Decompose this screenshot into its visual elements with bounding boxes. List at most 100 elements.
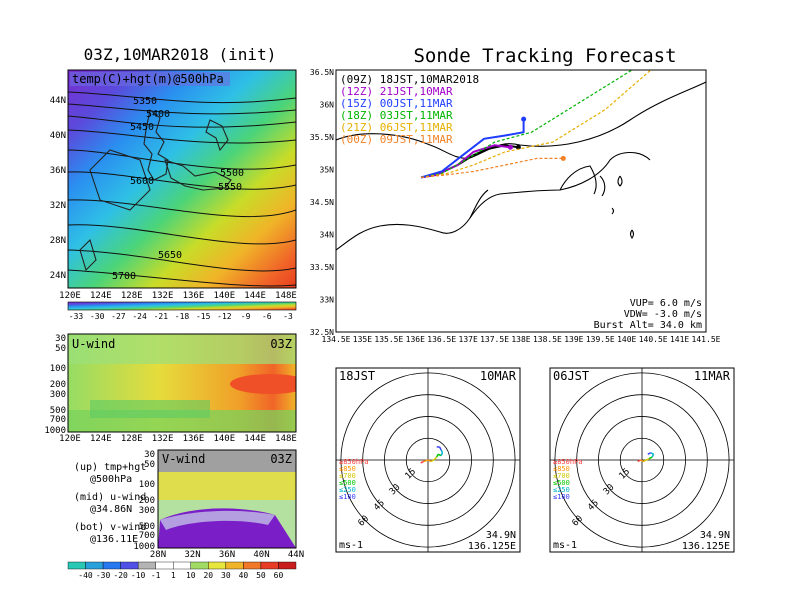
note-up-level: @500hPa <box>90 474 132 485</box>
v-wind-x-tick: 28N <box>150 550 166 560</box>
wind-colorbar-cell <box>85 561 104 570</box>
hodograph-lat: 34.9N <box>486 530 516 541</box>
map-x-tick: 140E <box>213 291 235 301</box>
v-wind-label: V-wind <box>162 452 205 466</box>
u-wind-y-tick: 500 <box>50 406 66 416</box>
launch-legend-entry: (21Z) 06JST,11MAR <box>340 121 453 134</box>
wind-colorbar-tick: 50 <box>256 571 266 580</box>
wind-colorbar-cell <box>190 561 209 570</box>
note-bot-level: @136.11E <box>90 534 138 545</box>
map-y-tick: 32N <box>50 201 66 211</box>
v-wind-overlays <box>158 450 296 548</box>
v-wind-y-tick: 100 <box>139 480 155 490</box>
hodograph-segment <box>437 453 442 457</box>
hodograph-segment <box>430 459 435 463</box>
wind-colorbar-tick: 40 <box>239 571 249 580</box>
contour-label: 5500 <box>220 168 244 179</box>
coastlines <box>79 109 232 272</box>
wind-colorbar-cell <box>260 561 279 570</box>
tracking-x-tick: 136.5E <box>427 335 456 344</box>
level-legend-entry: ≤100 <box>339 493 356 501</box>
temp-colorbar-tick: -30 <box>90 312 105 321</box>
map-y-tick: 36N <box>50 166 66 176</box>
launch-legend-entry: (15Z) 00JST,11MAR <box>340 97 453 110</box>
burst-point <box>521 116 527 122</box>
u-wind-x-tick: 120E <box>59 434 81 444</box>
tracking-x-tick: 134.5E <box>322 335 351 344</box>
tracking-x-tick: 140.5E <box>639 335 668 344</box>
wind-colorbar-tick: -10 <box>131 571 146 580</box>
hodograph-segment <box>643 459 647 463</box>
hodograph-segment <box>648 456 653 460</box>
u-wind-overlays <box>68 334 296 432</box>
note-mid-level: @34.86N <box>90 504 132 515</box>
temp-colorbar: -33 -30 -27 -24 -21 -18 -15 -12 -9 -6 -3 <box>67 301 297 321</box>
level-legend-entry: ≤700 <box>553 472 570 480</box>
temp-colorbar-ticks: -33 -30 -27 -24 -21 -18 -15 -12 -9 -6 -3 <box>69 312 293 321</box>
level-legend-entry: ≥850hPa <box>553 458 583 466</box>
u-wind-x-tick: 128E <box>121 434 143 444</box>
burst-point <box>507 144 513 150</box>
u-wind-y-tick: 50 <box>55 344 66 354</box>
hodograph-lon: 136.125E <box>468 541 516 552</box>
u-wind-x-tick: 136E <box>183 434 205 444</box>
hodograph-segment <box>423 459 429 463</box>
v-wind-x-tick: 32N <box>184 550 200 560</box>
u-wind-y-tick: 300 <box>50 390 66 400</box>
wind-colorbar-cell <box>102 561 121 570</box>
u-wind-y-tick: 30 <box>55 334 66 344</box>
v-wind-y-tick: 300 <box>139 506 155 516</box>
tracking-x-tick: 138.5E <box>533 335 562 344</box>
hodograph-lon: 136.125E <box>682 541 730 552</box>
level-legend-entry: ≤850 <box>553 465 570 473</box>
wind-colorbar-cell <box>225 561 244 570</box>
note-bot: (bot) v-wind <box>74 522 146 533</box>
temp-colorbar-tick: -9 <box>241 312 251 321</box>
v-wind-y-tick: 1000 <box>133 542 155 552</box>
launch-legend-entry: (09Z) 18JST,10MAR2018 <box>340 73 479 86</box>
v-wind-y-tick: 700 <box>139 531 155 541</box>
level-legend-entry: ≤250 <box>339 486 356 494</box>
tracking-y-tick: 36N <box>320 101 335 110</box>
hodograph-segment <box>440 452 444 456</box>
note-mid: (mid) u-wind <box>74 492 146 503</box>
wind-colorbar-cell <box>173 561 191 570</box>
u-wind-y-tick: 200 <box>50 380 66 390</box>
contour-label-layer: 5350 5400 5450 5500 5550 5600 5650 5700 <box>112 96 244 282</box>
map-y-tick: 44N <box>50 96 66 106</box>
hodograph-date: 10MAR <box>480 369 517 383</box>
wind-colorbar-cell <box>137 561 156 570</box>
v-wind-frame <box>157 449 297 549</box>
v-wind-x-tick: 44N <box>288 550 304 560</box>
tracking-y-tick: 33N <box>320 296 335 305</box>
contour-label: 5450 <box>130 122 154 133</box>
vdw-text: VDW= -3.0 m/s <box>624 309 702 320</box>
v-wind-y-tick: 50 <box>144 460 155 470</box>
contour-label: 5650 <box>158 250 182 261</box>
tracking-y-tick: 35N <box>320 166 335 175</box>
level-legend-entry: ≥850hPa <box>339 458 369 466</box>
tracking-coastline <box>336 81 706 251</box>
tracking-x-tick: 140E <box>617 335 636 344</box>
tracking-x-ticks: 134.5E 135E 135.5E 136E 136.5E 137E 137.5E 138E… <box>322 335 721 344</box>
burst-point <box>560 155 566 161</box>
temp-colorbar-tick: -12 <box>217 312 232 321</box>
launch-legend: (09Z) 18JST,10MAR2018(12Z) 21JST,10MAR(1… <box>340 73 479 146</box>
hodograph-segment <box>640 459 644 463</box>
wind-colorbar-tick: -20 <box>113 571 128 580</box>
contour-label: 5350 <box>133 96 157 107</box>
v-wind-x-tick: 36N <box>219 550 235 560</box>
wind-colorbar-cell <box>208 561 227 570</box>
u-wind-x-tick: 132E <box>152 434 174 444</box>
launch-legend-entry: (12Z) 21JST,10MAR <box>340 85 453 98</box>
hodograph-segment <box>433 456 438 461</box>
wind-colorbar-tick: -40 <box>78 571 93 580</box>
tracking-map: 134.5E 135E 135.5E 136E 136.5E 137E 137.5E 138E… <box>310 68 721 344</box>
tracking-x-tick: 141E <box>670 335 689 344</box>
